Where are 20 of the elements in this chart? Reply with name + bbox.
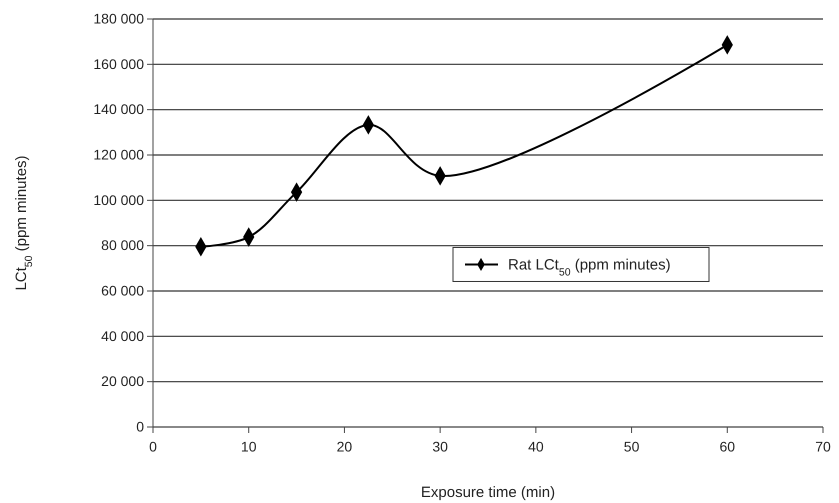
y-tick-label: 60 000 [101, 282, 144, 298]
y-tick-label: 40 000 [101, 328, 144, 344]
x-tick-label: 0 [149, 438, 158, 454]
x-tick-label: 40 [528, 438, 544, 454]
legend-label: Rat LCt$_{50}$ (ppm minutes) [508, 256, 671, 278]
y-tick-label: 180 000 [93, 10, 144, 26]
y-tick-label: 160 000 [93, 56, 144, 72]
x-axis-title: Exposure time (min) [420, 484, 556, 501]
x-tick-label: 50 [624, 438, 640, 454]
x-tick-label: 20 [336, 438, 352, 454]
x-tick-label: 30 [432, 438, 448, 454]
y-tick-label: 0 [136, 418, 144, 434]
x-tick-label: 60 [719, 438, 736, 454]
y-tick-label: 20 000 [101, 373, 144, 390]
y-tick-label: 120 000 [93, 146, 144, 162]
y-tick-label: 80 000 [101, 237, 144, 254]
x-tick-label: 70 [815, 438, 831, 454]
y-tick-label: 140 000 [93, 101, 144, 118]
y-tick-label: 100 000 [93, 192, 144, 208]
x-tick-label: 10 [240, 438, 257, 454]
